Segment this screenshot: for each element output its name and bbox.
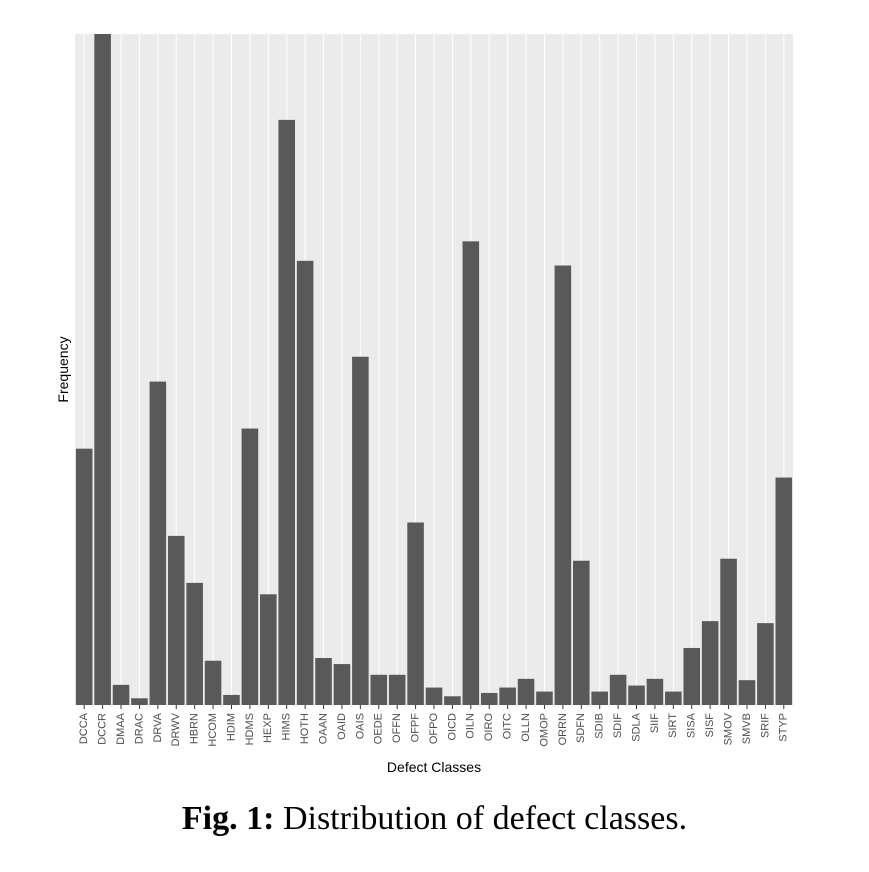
x-tick-label: DRVA: [152, 712, 164, 742]
x-tick-label: OLLN: [520, 713, 532, 742]
bar-drva: [149, 381, 167, 705]
x-tick-label: OFPO: [428, 713, 440, 745]
x-tick-label: SRIF: [759, 713, 771, 738]
bar-olln: [517, 678, 535, 705]
x-tick-label: SDFN: [575, 713, 587, 743]
bar-sdib: [591, 691, 608, 705]
x-tick-label: SIIF: [649, 713, 661, 733]
x-tick-label: DMAA: [115, 712, 127, 744]
bar-drwv: [167, 535, 185, 705]
bar-styp: [775, 477, 793, 705]
bar-omop: [536, 691, 553, 705]
bar-siif: [646, 678, 664, 705]
x-tick-label: STYP: [778, 713, 790, 742]
bar-dmaa: [112, 684, 130, 705]
x-tick-label: DCCR: [97, 713, 109, 745]
caption-text: Distribution of defect classes.: [274, 800, 688, 837]
bar-sdfn: [572, 560, 590, 705]
x-tick-label: SDIF: [612, 713, 624, 738]
bar-hdim: [223, 694, 240, 705]
bar-sisa: [683, 647, 701, 705]
caption-label: Fig. 1:: [181, 800, 275, 837]
x-tick-label: OEDE: [373, 713, 385, 744]
bar-dccr: [94, 34, 111, 705]
bars: [75, 34, 793, 706]
bar-offn: [388, 674, 406, 705]
x-tick-label: OITC: [502, 713, 514, 739]
x-tick-label: OILN: [465, 713, 477, 739]
bar-sisf: [701, 621, 719, 705]
x-tick-label: OAAN: [317, 713, 329, 744]
bar-oaid: [333, 664, 351, 705]
x-tick-label: HDIM: [225, 713, 237, 741]
x-tick-label: OAIS: [354, 713, 366, 739]
x-tick-label: HOTH: [299, 713, 311, 744]
bar-smov: [720, 558, 737, 705]
bar-sdif: [609, 674, 627, 705]
bar-oaan: [315, 658, 332, 705]
x-tick-label: SDLA: [630, 712, 642, 741]
bar-chart: DCCA DCCR DMAA DRAC DRVA DRWV HBRN HCOM HDIM HDMS…: [55, 34, 793, 775]
x-tick-label: ORRN: [557, 713, 569, 745]
bar-ofpf: [407, 522, 424, 705]
bar-hoth: [296, 260, 314, 705]
bar-dcca: [75, 448, 93, 705]
bar-oicd: [444, 696, 461, 705]
x-tick-label: HBRN: [189, 713, 201, 744]
bar-smvb: [738, 680, 756, 705]
bar-hdms: [241, 428, 259, 705]
x-tick-label: DRWV: [170, 712, 182, 746]
x-tick-label: DCCA: [78, 712, 90, 744]
x-tick-label: SISF: [704, 713, 716, 738]
x-tick-label: SMVB: [741, 713, 753, 744]
bar-hexp: [260, 594, 277, 705]
bar-oiro: [480, 692, 498, 705]
x-tick-label: SISA: [686, 712, 698, 738]
bar-srif: [757, 623, 774, 705]
figure-caption: Fig. 1: Distribution of defect classes.: [0, 800, 869, 838]
x-axis-title: Defect Classes: [387, 759, 481, 775]
x-tick-label: OIRO: [483, 713, 495, 742]
x-tick-label: SDIB: [594, 713, 606, 739]
bar-sdla: [628, 685, 645, 705]
bar-hbrn: [186, 582, 203, 705]
x-tick-label: OFPF: [409, 713, 421, 743]
x-tick-label: HEXP: [262, 713, 274, 743]
x-tick-label: OMOP: [538, 713, 550, 747]
x-tick-label: OAID: [336, 713, 348, 740]
x-tick-label: OFFN: [391, 713, 403, 743]
x-tick-label: HIMS: [281, 713, 293, 741]
x-tick-label: SIRT: [667, 713, 679, 738]
y-axis-title: Frequency: [55, 336, 71, 402]
x-tick-label: HDMS: [244, 713, 256, 745]
x-tick-labels: DCCA DCCR DMAA DRAC DRVA DRWV HBRN HCOM HDIM HDMS…: [78, 705, 790, 747]
bar-drac: [131, 698, 148, 705]
bar-hcom: [204, 660, 222, 705]
x-tick-label: OICD: [446, 713, 458, 741]
bar-ofpo: [425, 687, 443, 705]
bar-oais: [352, 356, 369, 705]
bar-oitc: [499, 687, 516, 705]
bar-oiln: [462, 241, 480, 706]
bar-oede: [370, 674, 388, 705]
bar-sirt: [665, 691, 682, 705]
bar-orrn: [554, 265, 572, 705]
x-tick-label: DRAC: [133, 713, 145, 744]
bar-hims: [278, 119, 296, 705]
x-tick-label: SMOV: [722, 712, 734, 745]
x-tick-label: HCOM: [207, 713, 219, 747]
